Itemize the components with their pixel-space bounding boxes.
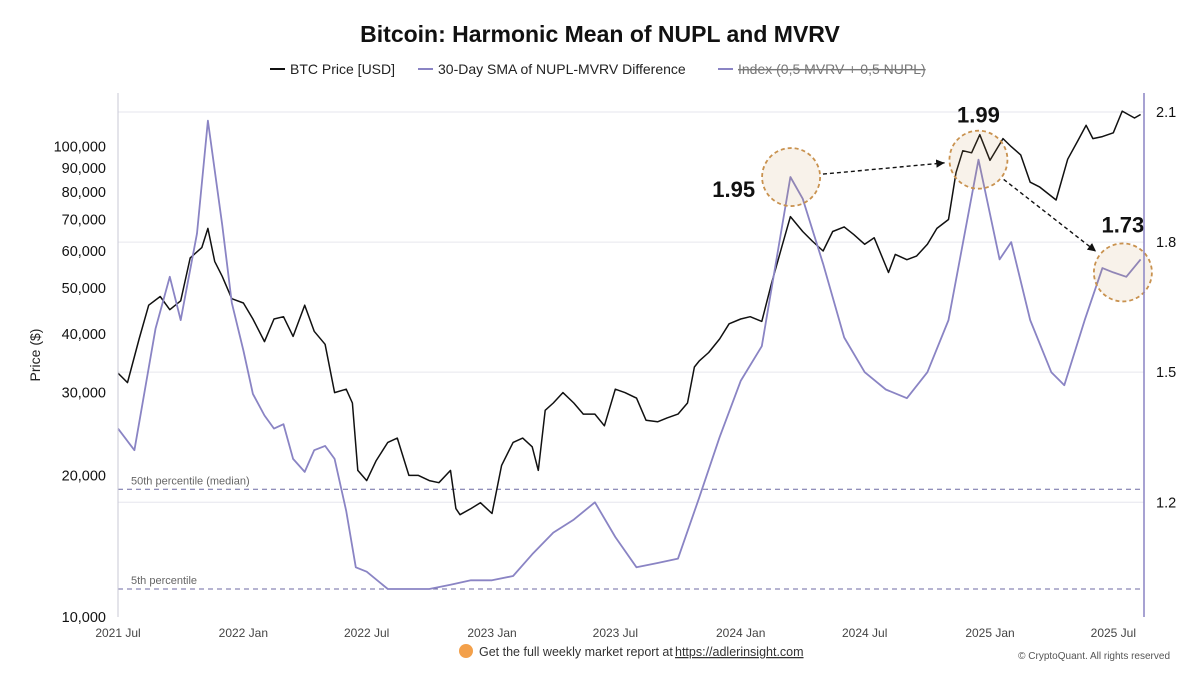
y-tick-label: 50,000: [62, 281, 106, 297]
x-tick-label: 2022 Jul: [344, 626, 389, 640]
annotation-label: 1.73: [1101, 212, 1144, 237]
highlight-circle: [1092, 242, 1153, 303]
x-tick-label: 2022 Jan: [219, 626, 268, 640]
y-tick-label: 70,000: [62, 212, 106, 228]
footer-copyright: © CryptoQuant. All rights reserved: [1018, 651, 1170, 662]
y-tick-label: 90,000: [62, 161, 106, 177]
footer: Get the full weekly market report at htt…: [459, 644, 1170, 662]
legend-label: Index (0,5 MVRV + 0,5 NUPL): [738, 61, 926, 77]
percentile-label: 50th percentile (median): [131, 475, 250, 487]
y-tick-label: 10,000: [62, 610, 106, 626]
y-tick-label: 40,000: [62, 327, 106, 343]
percentile-lines: 50th percentile (median) 5th percentile: [118, 475, 1144, 590]
sma-series-line: [117, 119, 1142, 590]
x-tick-label: 2024 Jan: [716, 626, 765, 640]
x-tick-label: 2023 Jul: [593, 626, 638, 640]
annotation-label: 1.99: [957, 103, 1000, 128]
y-tick-label: 20,000: [62, 468, 106, 484]
y2-tick-label: 1.5: [1156, 365, 1176, 381]
x-tick-label: 2023 Jan: [467, 626, 516, 640]
y-tick-label: 60,000: [62, 244, 106, 260]
y2-tick-label: 1.2: [1156, 495, 1176, 511]
y-tick-label: 80,000: [62, 185, 106, 201]
y-tick-label: 30,000: [62, 386, 106, 402]
highlight-circle: [948, 129, 1009, 190]
orange-circle-icon: [459, 644, 473, 658]
btc-price-line: [117, 110, 1141, 516]
y-axis-label: Price ($): [27, 329, 43, 382]
annotation-label: 1.95: [712, 177, 755, 202]
x-tick-label: 2021 Jul: [95, 626, 140, 640]
chart-axes: 10,000 20,000 30,000 40,000 50,000 60,000 70,0…: [54, 93, 1176, 640]
y2-tick-label: 1.8: [1156, 235, 1176, 251]
footer-report-text: Get the full weekly market report at: [479, 645, 673, 659]
grid-lines: [118, 111, 1144, 503]
x-tick-label: 2025 Jan: [965, 626, 1014, 640]
legend-label: BTC Price [USD]: [290, 61, 395, 77]
x-tick-label: 2024 Jul: [842, 626, 887, 640]
footer-report-link[interactable]: https://adlerinsight.com: [675, 645, 804, 659]
percentile-label: 5th percentile: [131, 575, 197, 587]
y-tick-label: 100,000: [54, 140, 106, 156]
chart-legend: BTC Price [USD] 30-Day SMA of NUPL-MVRV D…: [270, 61, 926, 77]
peak-annotations: 1.95 1.99 1.73: [712, 103, 1153, 303]
y2-tick-label: 2.1: [1156, 105, 1176, 121]
legend-label: 30-Day SMA of NUPL-MVRV Difference: [438, 61, 686, 77]
annotation-arrow: [1003, 178, 1097, 253]
series-lines: [117, 110, 1142, 590]
highlight-circle: [761, 147, 821, 207]
chart-title: Bitcoin: Harmonic Mean of NUPL and MVRV: [360, 21, 840, 47]
annotation-arrow: [822, 159, 945, 175]
x-tick-label: 2025 Jul: [1091, 626, 1136, 640]
